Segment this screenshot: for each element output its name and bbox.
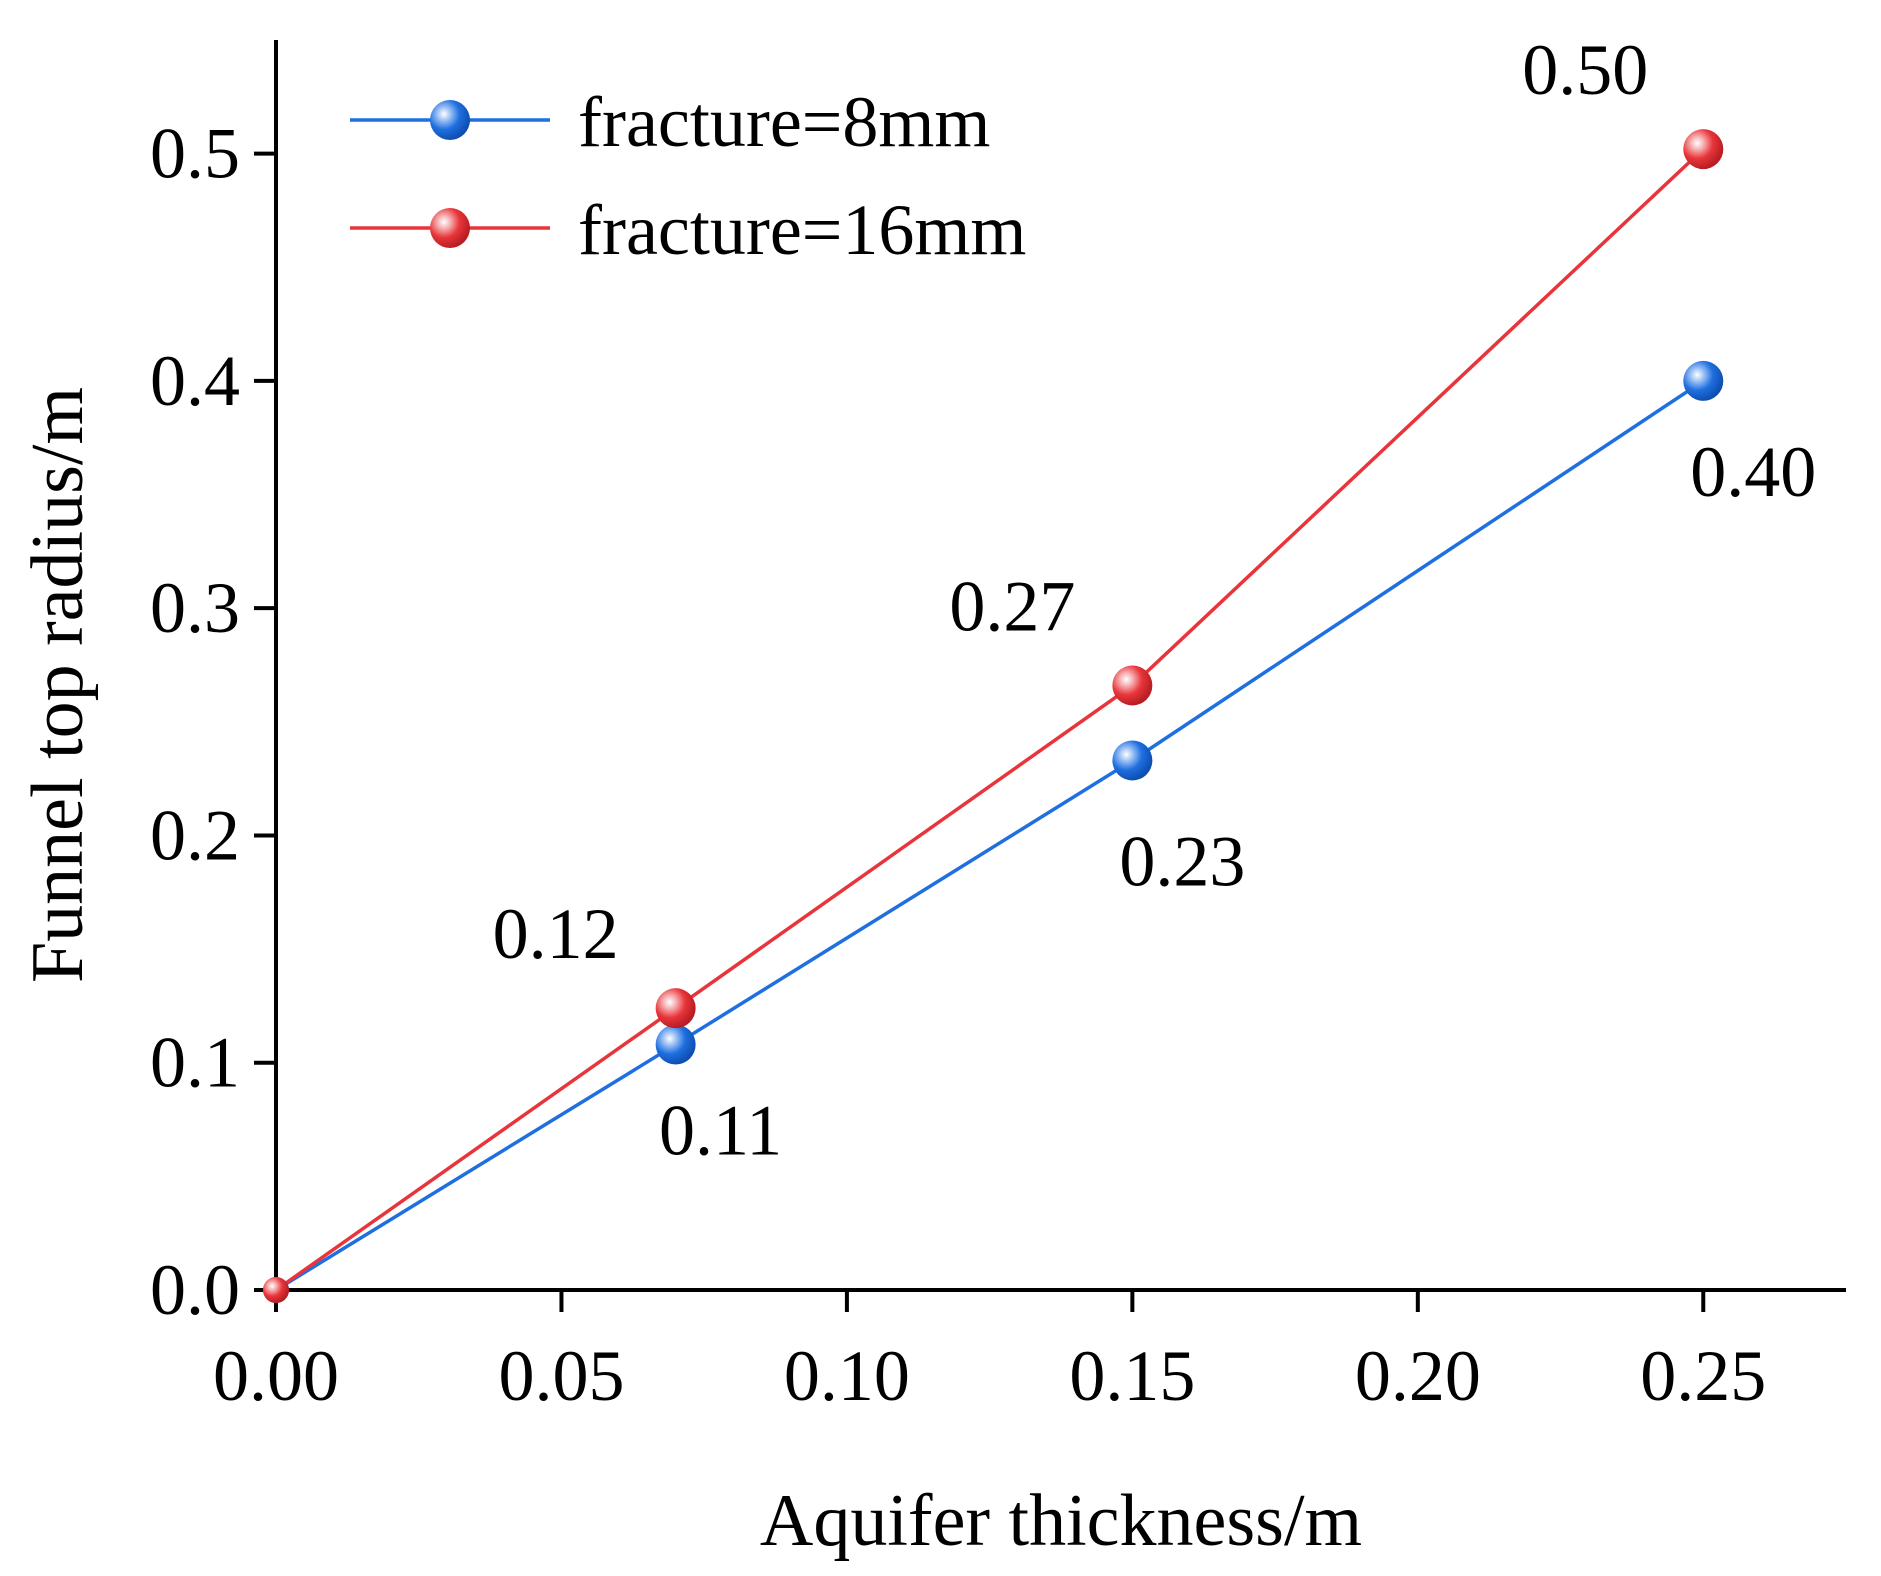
x-tick-label: 0.20 [1355, 1336, 1481, 1416]
x-tick-label: 0.05 [498, 1336, 624, 1416]
series-1-point [1683, 129, 1724, 170]
series-0-point [1112, 740, 1153, 781]
legend-swatch-marker-1 [430, 208, 470, 248]
data-label: 0.23 [1119, 821, 1245, 901]
y-tick-label: 0.3 [150, 568, 240, 648]
data-label: 0.40 [1690, 432, 1816, 512]
data-label: 0.11 [659, 1091, 782, 1171]
data-label: 0.50 [1522, 30, 1648, 110]
axes: 0.00 0.05 0.10 0.15 0.20 0.250.00.10.20.30.40… [17, 40, 1846, 1562]
data-label: 0.12 [493, 894, 619, 974]
y-axis-title: Funnel top radius/m [17, 387, 99, 983]
x-tick-label: 0.15 [1069, 1336, 1195, 1416]
y-tick-label: 0.2 [150, 795, 240, 875]
series-0-point [655, 1024, 696, 1065]
legend: fracture=8mm fracture=16mm [350, 82, 1026, 270]
plot-area [263, 129, 1724, 1303]
data-label: 0.27 [949, 566, 1075, 646]
y-tick-label: 0.5 [150, 114, 240, 194]
y-tick-label: 0.4 [150, 341, 240, 421]
x-tick-label: 0.25 [1640, 1336, 1766, 1416]
y-tick-label: 0.1 [150, 1023, 240, 1103]
series-1-point [263, 1277, 289, 1303]
series-line-1 [274, 147, 1705, 1292]
data-labels: 0.11 0.23 0.40 0.12 0.27 0.50 [493, 30, 1817, 1170]
x-tick-label: 0.10 [784, 1336, 910, 1416]
series-1-point [1112, 665, 1153, 706]
series-1-point [655, 988, 696, 1029]
x-axis-title: Aquifer thickness/m [760, 1480, 1362, 1562]
series-line-0 [275, 379, 1705, 1292]
y-tick-label: 0.0 [150, 1250, 240, 1330]
series-0-point [1683, 360, 1724, 401]
legend-swatch-marker-0 [430, 100, 470, 140]
x-tick-label: 0.00 [213, 1336, 339, 1416]
legend-label-1: fracture=16mm [578, 190, 1026, 270]
legend-label-0: fracture=8mm [578, 82, 990, 162]
